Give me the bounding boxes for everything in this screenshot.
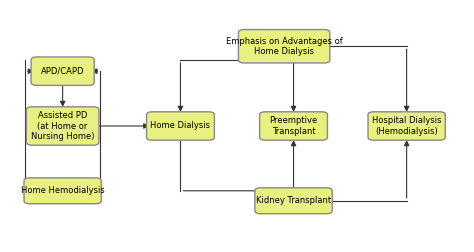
FancyBboxPatch shape (260, 112, 328, 140)
Text: Kidney Transplant: Kidney Transplant (256, 196, 331, 205)
FancyBboxPatch shape (255, 188, 332, 214)
FancyBboxPatch shape (368, 112, 445, 140)
Text: APD/CAPD: APD/CAPD (41, 67, 84, 76)
Text: Preemptive
Transplant: Preemptive Transplant (269, 116, 318, 136)
FancyBboxPatch shape (24, 178, 101, 204)
Text: Home Dialysis: Home Dialysis (150, 121, 210, 131)
Text: Assisted PD
(at Home or
Nursing Home): Assisted PD (at Home or Nursing Home) (31, 111, 94, 141)
Text: Home Hemodialysis: Home Hemodialysis (21, 186, 105, 195)
FancyBboxPatch shape (31, 57, 94, 85)
FancyBboxPatch shape (238, 29, 330, 63)
Text: Hospital Dialysis
(Hemodialysis): Hospital Dialysis (Hemodialysis) (372, 116, 441, 136)
FancyBboxPatch shape (27, 107, 99, 145)
Text: Emphasis on Advantages of
Home Dialysis: Emphasis on Advantages of Home Dialysis (226, 37, 343, 56)
FancyBboxPatch shape (146, 112, 214, 140)
